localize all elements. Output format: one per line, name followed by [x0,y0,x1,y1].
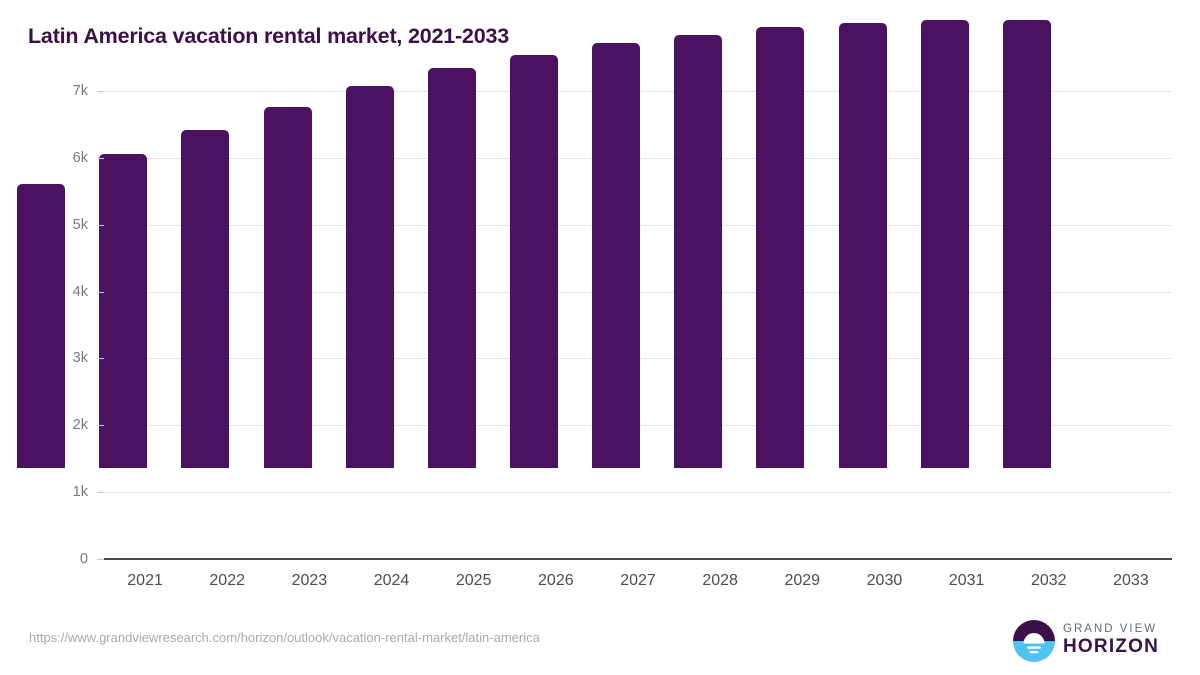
page-title: Latin America vacation rental market, 20… [28,24,509,48]
bar[interactable] [674,34,723,468]
bar[interactable] [920,20,969,468]
logo-wordmark: GRAND VIEW HORIZON [1063,622,1159,658]
x-axis-tick-label: 2021 [127,572,163,589]
x-axis-tick-label: 2024 [373,572,410,589]
logo-line-grand-view: GRAND VIEW [1063,623,1158,635]
y-axis-tick-mark [97,224,104,226]
bar[interactable] [181,130,230,468]
y-axis-tick-label: 4k [72,283,88,300]
x-axis-tick-label: 2031 [948,572,985,589]
brand-logo: GRAND VIEW HORIZON [1013,618,1173,664]
bar[interactable] [263,106,312,468]
horizon-logo-icon [1013,620,1055,662]
y-axis-tick-label: 3k [72,350,88,367]
x-axis-tick-label: 2032 [1030,572,1067,589]
y-axis-tick-label: 6k [72,149,88,166]
x-axis-tick-label: 2025 [455,572,492,589]
y-axis-tick-label: 0 [79,551,88,567]
x-axis-tick-label: 2027 [620,572,656,589]
x-axis-tick-label: 2028 [702,572,738,589]
y-axis-tick-label: 7k [72,83,88,99]
y-axis-ticks: 0 1k 2k 3k 4k 5k 6k 7k [24,0,88,675]
y-axis-tick-mark [97,358,104,360]
x-axis-tick-label: 2030 [866,572,903,589]
y-axis-tick-mark [97,559,104,560]
bar[interactable] [345,85,394,468]
bar[interactable] [509,54,559,468]
bar[interactable] [756,27,805,468]
bar[interactable] [1002,20,1051,468]
y-axis-tick-mark [97,492,104,494]
y-axis-tick-mark [97,157,104,159]
x-axis-line [104,558,1172,560]
bar[interactable] [17,183,66,468]
bar[interactable] [427,68,476,468]
x-axis-tick-label: 2026 [538,572,574,589]
y-axis-tick-mark [97,425,104,427]
y-axis-tick-label: 1k [72,484,88,501]
x-axis-tick-label: 2023 [291,572,328,589]
logo-line-horizon: HORIZON [1063,636,1160,657]
source-url[interactable]: https://www.grandviewresearch.com/horizo… [29,630,540,645]
gridline [104,492,1172,494]
bar[interactable] [592,42,641,468]
x-axis-tick-label: 2029 [784,572,821,589]
x-axis-tick-label: 2033 [1113,572,1149,589]
bar[interactable] [99,153,148,468]
y-axis-tick-mark [97,291,104,293]
y-axis-tick-label: 2k [72,417,88,434]
bar[interactable] [838,22,887,468]
y-axis-tick-label: 5k [72,216,88,233]
y-axis-tick-mark [97,91,104,92]
x-axis-tick-label: 2022 [209,572,245,589]
